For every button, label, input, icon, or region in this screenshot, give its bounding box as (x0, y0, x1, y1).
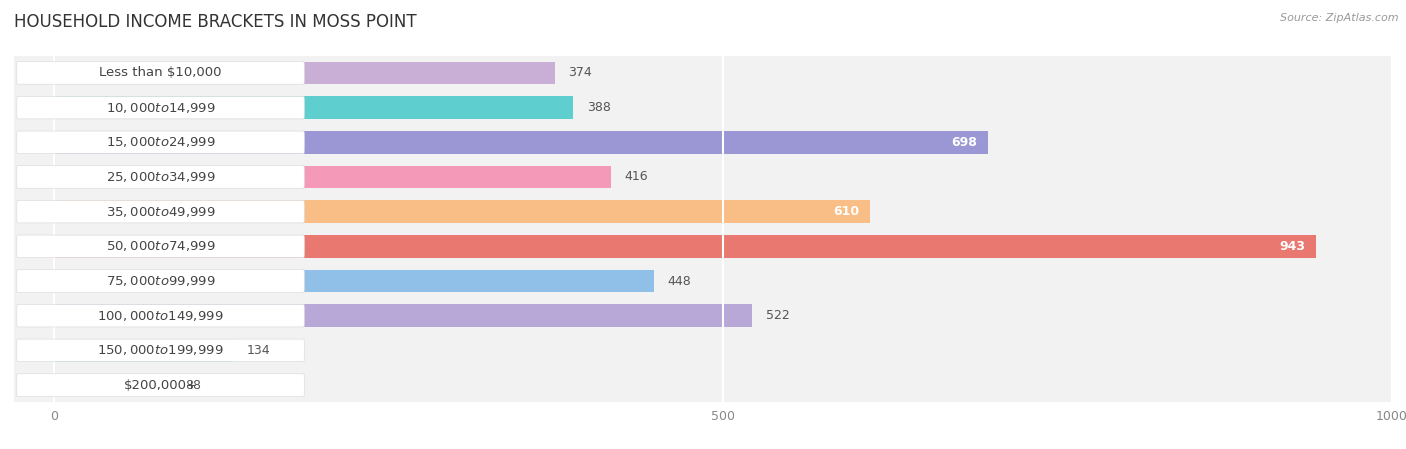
Text: HOUSEHOLD INCOME BRACKETS IN MOSS POINT: HOUSEHOLD INCOME BRACKETS IN MOSS POINT (14, 13, 416, 31)
Text: 416: 416 (624, 171, 648, 184)
Bar (55, 374, 172, 396)
FancyBboxPatch shape (17, 374, 304, 396)
Text: 374: 374 (568, 66, 592, 79)
FancyBboxPatch shape (17, 339, 304, 361)
Bar (55, 339, 233, 361)
Text: $10,000 to $14,999: $10,000 to $14,999 (105, 101, 215, 114)
Bar (14, 90, 1392, 125)
Bar (14, 56, 1392, 90)
Bar (55, 235, 1316, 258)
Text: 134: 134 (247, 344, 270, 357)
Text: 522: 522 (766, 309, 790, 322)
Bar (55, 97, 574, 119)
Bar (55, 304, 752, 327)
Text: $75,000 to $99,999: $75,000 to $99,999 (105, 274, 215, 288)
Bar (14, 160, 1392, 194)
Text: 388: 388 (586, 101, 610, 114)
Bar (14, 333, 1392, 368)
Bar (14, 264, 1392, 298)
Text: $15,000 to $24,999: $15,000 to $24,999 (105, 135, 215, 150)
FancyBboxPatch shape (17, 270, 304, 292)
Bar (55, 200, 870, 223)
Bar (55, 166, 610, 188)
Text: $100,000 to $149,999: $100,000 to $149,999 (97, 308, 224, 323)
Text: 448: 448 (666, 274, 690, 287)
FancyBboxPatch shape (17, 304, 304, 327)
FancyBboxPatch shape (17, 200, 304, 223)
Text: 943: 943 (1279, 240, 1305, 253)
Bar (14, 368, 1392, 402)
FancyBboxPatch shape (17, 166, 304, 188)
Bar (55, 62, 554, 84)
Text: Less than $10,000: Less than $10,000 (100, 66, 222, 79)
Text: $35,000 to $49,999: $35,000 to $49,999 (105, 205, 215, 219)
FancyBboxPatch shape (17, 235, 304, 258)
FancyBboxPatch shape (17, 97, 304, 119)
Bar (14, 125, 1392, 160)
FancyBboxPatch shape (17, 131, 304, 154)
Text: 698: 698 (952, 136, 977, 149)
Bar (55, 270, 654, 292)
Bar (14, 194, 1392, 229)
Text: $200,000+: $200,000+ (124, 379, 198, 392)
Text: $50,000 to $74,999: $50,000 to $74,999 (105, 239, 215, 253)
Text: 610: 610 (834, 205, 859, 218)
Bar (14, 298, 1392, 333)
FancyBboxPatch shape (17, 62, 304, 84)
Text: 88: 88 (186, 379, 201, 392)
Text: $25,000 to $34,999: $25,000 to $34,999 (105, 170, 215, 184)
Bar (14, 229, 1392, 264)
Bar (55, 131, 988, 154)
Text: $150,000 to $199,999: $150,000 to $199,999 (97, 343, 224, 357)
Text: Source: ZipAtlas.com: Source: ZipAtlas.com (1281, 13, 1399, 23)
